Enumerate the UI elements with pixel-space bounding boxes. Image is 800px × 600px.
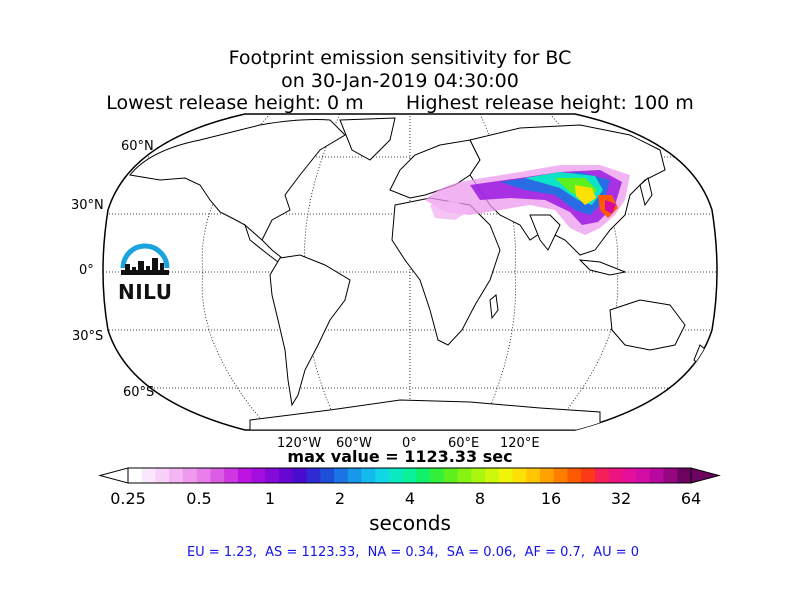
colorbar-segment (237, 468, 253, 483)
lon-label-0: 0° (402, 436, 417, 451)
colorbar-segment (333, 468, 349, 483)
colorbar-tick-4: 4 (404, 489, 416, 508)
lat-label-0: 0° (79, 263, 94, 278)
max-value-label: max value = 1123.33 sec (287, 447, 513, 466)
colorbar-segment (581, 468, 596, 483)
nilu-logo (120, 243, 170, 275)
lon-label-120w: 120°W (277, 436, 322, 451)
colorbar-segment (677, 468, 692, 483)
nilu-logo-text: NILU (118, 280, 173, 304)
colorbar-tick-7: 32 (610, 489, 632, 508)
colorbar-segment (485, 468, 500, 483)
colorbar-extend-low (98, 467, 129, 484)
colorbar-tick-2: 1 (264, 489, 276, 508)
coastlines (129, 117, 707, 430)
colorbar-segment (251, 468, 266, 483)
colorbar-segment (622, 468, 637, 483)
colorbar-segment (512, 468, 527, 483)
logo-arc (120, 243, 170, 269)
colorbar-segment (279, 468, 294, 483)
colorbar-extend-high (690, 467, 721, 484)
colorbar-segment (526, 468, 541, 483)
colorbar-segment (128, 468, 143, 483)
colorbar-segment (265, 468, 280, 483)
south-america (269, 254, 351, 407)
colorbar-segment (608, 468, 623, 483)
regional-values: EU = 1.23, AS = 1123.33, NA = 0.34, SA =… (186, 545, 640, 560)
colorbar-segment (553, 468, 568, 483)
lat-label-30s: 30°S (72, 329, 104, 344)
colorbar-segment (196, 468, 211, 483)
chart-title-line1: Footprint emission sensitivity for BC (228, 47, 572, 69)
colorbar-segment (402, 468, 417, 483)
colorbar-segment (471, 468, 486, 483)
colorbar-segment (320, 468, 335, 483)
colorbar-segment (375, 468, 390, 483)
colorbar-segment (416, 468, 431, 483)
colorbar-segment (498, 468, 513, 483)
logo-skyline (121, 258, 169, 275)
colorbar-segment (443, 468, 459, 483)
colorbar-segment (169, 468, 184, 483)
colorbar-segment (663, 468, 678, 483)
colorbar-tick-0: 0.25 (110, 489, 146, 508)
indonesia (578, 259, 627, 276)
colorbar-segment (210, 468, 225, 483)
lon-label-60e: 60°E (448, 436, 480, 451)
chart-title-line3: Lowest release height: 0 m Highest relea… (106, 92, 694, 114)
colorbar-segment (306, 468, 321, 483)
lat-label-60n: 60°N (121, 139, 154, 154)
madagascar (489, 294, 499, 320)
colorbar-segment (361, 468, 376, 483)
japan (639, 177, 653, 207)
chart-title-line2: on 30-Jan-2019 04:30:00 (281, 70, 519, 92)
lon-label-60w: 60°W (336, 436, 372, 451)
lat-label-30n: 30°N (71, 198, 104, 213)
colorbar-segment (636, 468, 651, 483)
colorbar-tick-6: 16 (540, 489, 562, 508)
colorbar-segment (457, 468, 472, 483)
greenland (339, 117, 396, 161)
colorbar-segment (182, 468, 198, 483)
lon-label-120e: 120°E (500, 436, 540, 451)
colorbar-segment (141, 468, 156, 483)
colorbar-segment (430, 468, 445, 483)
colorbar-segment (388, 468, 404, 483)
lat-label-60s: 60°S (123, 385, 155, 400)
colorbar-tick-1: 0.5 (186, 489, 212, 508)
india (529, 214, 561, 251)
colorbar-tick-3: 2 (334, 489, 346, 508)
footprint-field (425, 165, 630, 235)
colorbar-segment (594, 468, 610, 483)
colorbar-segment (649, 468, 665, 483)
colorbar-tick-8: 64 (680, 489, 702, 508)
australia (609, 299, 686, 351)
north-america (129, 119, 346, 241)
colorbar-tick-5: 8 (474, 489, 486, 508)
colorbar-segment (155, 468, 170, 483)
colorbar-segment (539, 468, 555, 483)
colorbar-frame (127, 467, 692, 484)
colorbar-units: seconds (369, 511, 451, 535)
antarctica (249, 399, 601, 430)
colorbar-segment (347, 468, 362, 483)
colorbar-segment (292, 468, 308, 483)
colorbar-segment (224, 468, 239, 483)
colorbar-segment (567, 468, 582, 483)
